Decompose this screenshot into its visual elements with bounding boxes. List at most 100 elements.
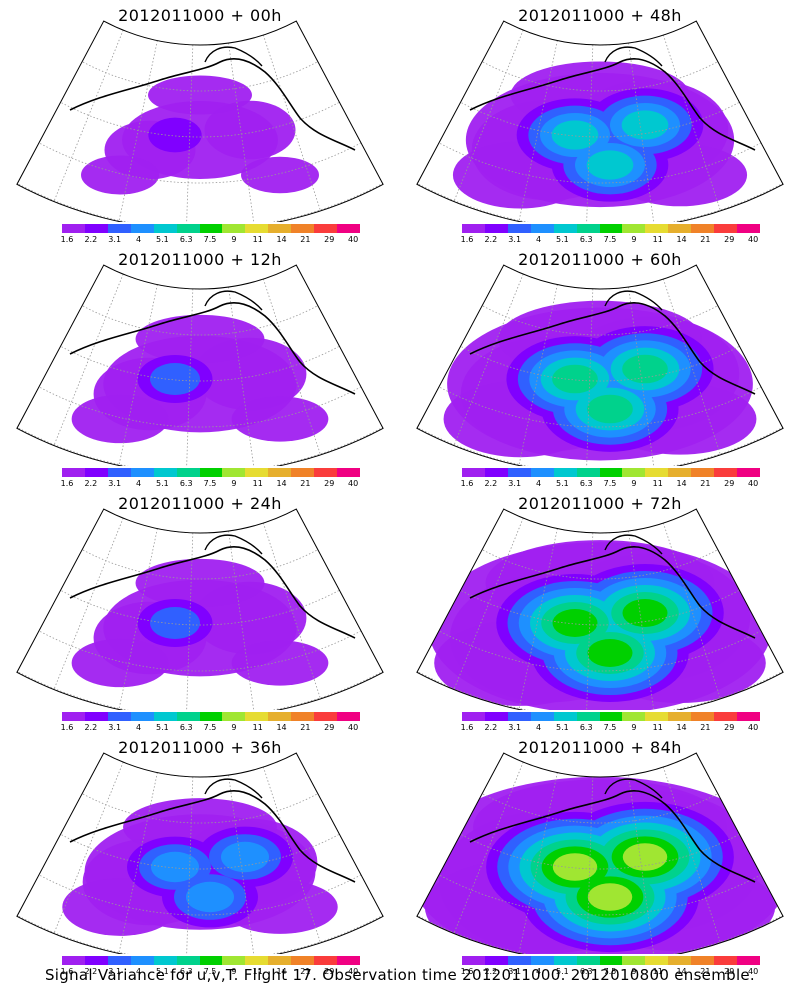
colorbar-tick-label: 1.6 bbox=[60, 723, 74, 732]
colorbar-swatch bbox=[130, 712, 154, 721]
variance-field bbox=[135, 314, 265, 364]
colorbar-tick-label: 9 bbox=[631, 479, 637, 488]
colorbar-tick-label: 3.1 bbox=[508, 723, 522, 732]
polar-map bbox=[416, 20, 784, 222]
colorbar-swatch bbox=[268, 468, 292, 477]
colorbar-tick-label: 3.1 bbox=[108, 235, 122, 244]
map-border bbox=[16, 20, 384, 222]
colorbar-tick-label: 2.2 bbox=[84, 235, 98, 244]
colorbar-tick-label: 7.5 bbox=[203, 723, 217, 732]
latitude-line bbox=[416, 265, 784, 290]
variance-field bbox=[204, 100, 296, 160]
colorbar-tick-label: 14 bbox=[676, 723, 687, 732]
colorbar bbox=[62, 224, 360, 233]
colorbar-tick-label: 7.5 bbox=[603, 723, 617, 732]
colorbar-swatch bbox=[62, 956, 85, 965]
colorbar-tick-label: 14 bbox=[676, 479, 687, 488]
colorbar-swatch bbox=[462, 224, 485, 233]
panel-title: 2012011000 + 72h bbox=[518, 494, 682, 513]
longitude-line bbox=[118, 40, 158, 222]
colorbar-swatch bbox=[337, 224, 360, 233]
latitude-line bbox=[416, 509, 784, 626]
latitude-line bbox=[16, 509, 384, 626]
colorbar-tick-label: 40 bbox=[747, 967, 759, 976]
panel-title: 2012011000 + 24h bbox=[118, 494, 282, 513]
colorbar-tick-label: 6.3 bbox=[179, 967, 193, 976]
colorbar-tick-label: 14 bbox=[276, 967, 287, 976]
coastline bbox=[69, 546, 356, 639]
colorbar-swatch bbox=[245, 224, 269, 233]
colorbar-tick-label: 5.1 bbox=[155, 479, 169, 488]
colorbar-tick-label: 5.1 bbox=[555, 723, 569, 732]
variance-contour bbox=[150, 607, 200, 639]
colorbar-swatch bbox=[576, 224, 600, 233]
colorbar-tick-label: 2.2 bbox=[84, 967, 98, 976]
longitude-line bbox=[262, 34, 321, 212]
polar-map bbox=[16, 508, 384, 710]
coastline bbox=[69, 302, 356, 395]
figure-caption: Signal Variance for u,v,T. Flight 17. Ob… bbox=[44, 966, 756, 984]
longitude-line bbox=[628, 530, 655, 710]
colorbar-tick-label: 40 bbox=[747, 479, 759, 488]
colorbar-swatch bbox=[530, 712, 554, 721]
latitude-line bbox=[16, 509, 384, 534]
colorbar-swatch bbox=[222, 712, 246, 721]
colorbar-tick-label: 6.3 bbox=[179, 723, 193, 732]
colorbar-tick-label: 4 bbox=[535, 479, 542, 488]
colorbar-swatch bbox=[530, 468, 554, 477]
longitude-line bbox=[518, 772, 558, 954]
colorbar-ticks: 1.6 2.2 3.1 4 5.1 6.3 7.5 9 11 14 21 29 40 bbox=[55, 235, 365, 245]
colorbar-tick-label: 9 bbox=[231, 967, 237, 976]
longitude-line bbox=[453, 29, 524, 202]
colorbar-tick-label: 2.2 bbox=[84, 723, 98, 732]
forecast-panel: 2012011000 + 36h 1.6 2.2 3.1 4 5.1 6.3 7.5 9 11 14… bbox=[0, 732, 400, 976]
colorbar-swatch bbox=[691, 224, 715, 233]
colorbar-tick-label: 29 bbox=[324, 479, 335, 488]
forecast-panel: 2012011000 + 48h 1.6 2.2 3.1 4 5.1 6.3 7.5 9 11 14… bbox=[400, 0, 800, 244]
colorbar-swatch bbox=[691, 468, 715, 477]
colorbar-tick-label: 5.1 bbox=[555, 479, 569, 488]
longitude-line bbox=[53, 29, 124, 202]
colorbar-swatch bbox=[484, 712, 508, 721]
colorbar-swatch bbox=[62, 224, 85, 233]
coastline bbox=[469, 302, 756, 395]
colorbar-swatch bbox=[599, 956, 623, 965]
colorbar-tick-label: 7.5 bbox=[203, 235, 217, 244]
latitude-line bbox=[416, 753, 784, 870]
map-border bbox=[16, 264, 384, 466]
variance-contour bbox=[551, 120, 599, 150]
colorbar-tick-label: 6.3 bbox=[179, 479, 193, 488]
coastline bbox=[469, 58, 756, 151]
colorbar-tick-label: 21 bbox=[300, 967, 311, 976]
colorbar-swatch bbox=[462, 468, 485, 477]
colorbar-tick-label: 3.1 bbox=[108, 967, 122, 976]
map-border bbox=[16, 752, 384, 954]
colorbar-swatch bbox=[484, 468, 508, 477]
latitude-line bbox=[16, 753, 384, 870]
panel-title: 2012011000 + 48h bbox=[518, 6, 682, 25]
colorbar-swatch bbox=[222, 956, 246, 965]
colorbar-swatch bbox=[62, 712, 85, 721]
polar-map bbox=[416, 264, 784, 466]
colorbar-tick-label: 5.1 bbox=[555, 235, 569, 244]
forecast-panel: 2012011000 + 84h 1.6 2.2 3.1 4 5.1 6.3 7.5 9 11 14… bbox=[400, 732, 800, 976]
coastline bbox=[204, 778, 263, 799]
coastline bbox=[604, 290, 663, 311]
colorbar-swatch bbox=[622, 956, 646, 965]
latitude-line bbox=[16, 753, 384, 778]
variance-field bbox=[81, 155, 159, 195]
colorbar-swatch bbox=[576, 468, 600, 477]
panel-title: 2012011000 + 36h bbox=[118, 738, 282, 757]
colorbar-swatch bbox=[553, 468, 577, 477]
colorbar-ticks: 1.6 2.2 3.1 4 5.1 6.3 7.5 9 11 14 21 29 40 bbox=[455, 235, 765, 245]
colorbar-swatch bbox=[668, 712, 692, 721]
variance-field bbox=[71, 638, 169, 688]
colorbar-tick-label: 21 bbox=[700, 967, 711, 976]
colorbar-tick-label: 6.3 bbox=[579, 723, 593, 732]
colorbar-tick-label: 1.6 bbox=[460, 479, 474, 488]
colorbar-tick-label: 9 bbox=[631, 235, 637, 244]
colorbar-tick-label: 5.1 bbox=[155, 967, 169, 976]
panel-title: 2012011000 + 60h bbox=[518, 250, 682, 269]
longitude-line bbox=[228, 774, 255, 954]
colorbar-tick-label: 5.1 bbox=[155, 723, 169, 732]
